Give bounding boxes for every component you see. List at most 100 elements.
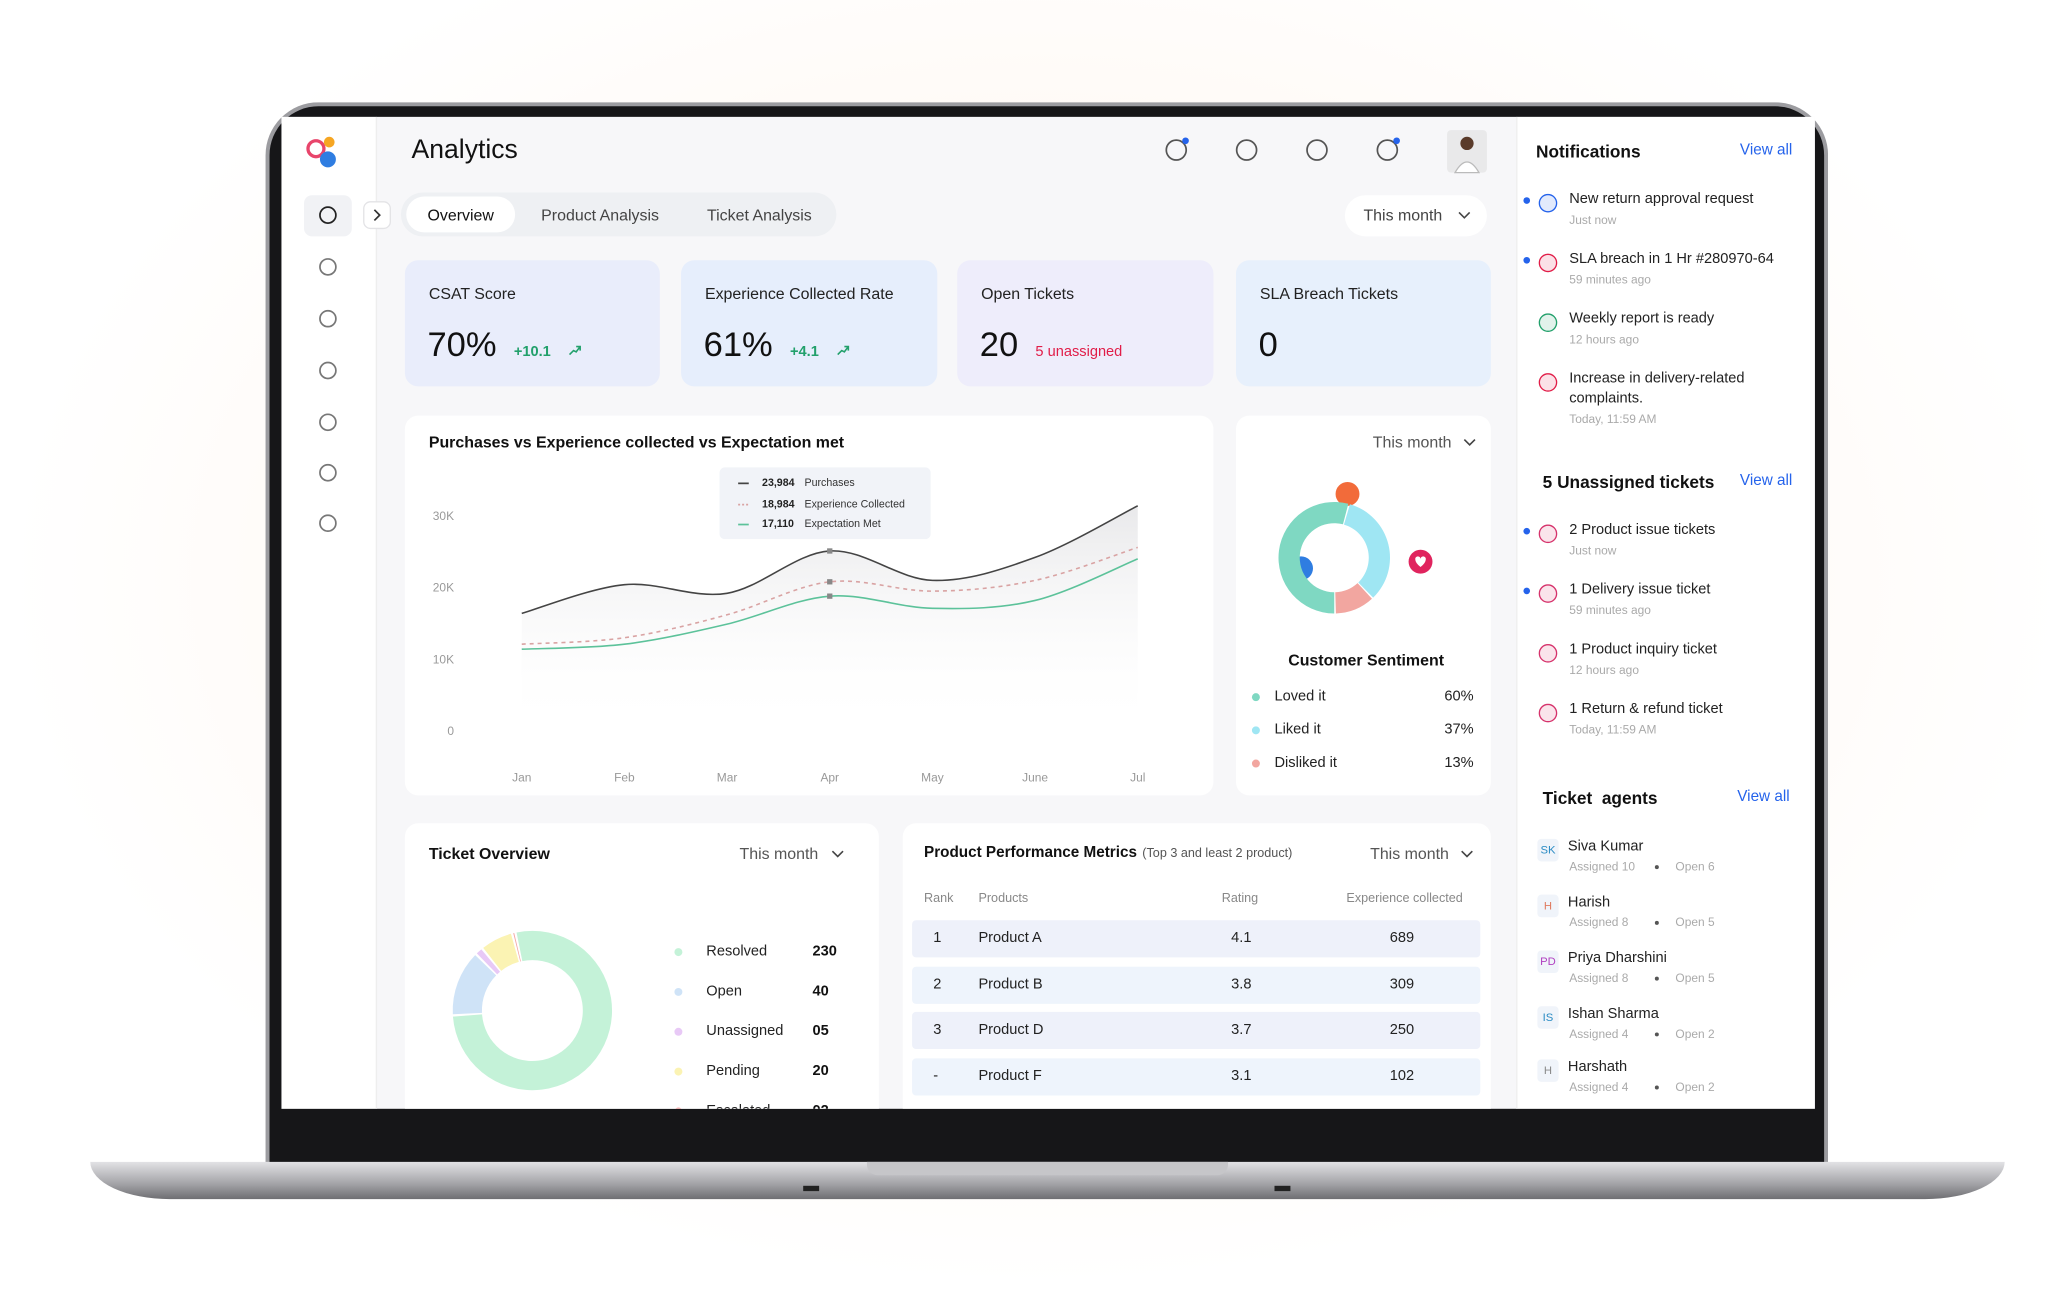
dashboard: Analytics Overview Product Analysis Ticket …: [281, 116, 1815, 1109]
pie-slice: [513, 932, 521, 962]
legend-label: Escalated: [706, 1103, 770, 1108]
item-icon: [1538, 524, 1558, 544]
agent-assigned: Assigned 8: [1569, 915, 1629, 929]
item-time: Today, 11:59 AM: [1569, 412, 1657, 426]
item-icon: [1538, 373, 1558, 392]
y-tick-label: 0: [447, 724, 455, 738]
header-icon[interactable]: [1306, 139, 1328, 161]
avatar[interactable]: [1447, 130, 1487, 173]
chevron: [831, 850, 844, 858]
item-text: SLA breach in 1 Hr #280970-64: [1569, 250, 1774, 267]
table-cell: 102: [1389, 1067, 1415, 1084]
kpi-value: 0: [1258, 324, 1278, 364]
legend-value: 20: [812, 1062, 829, 1079]
expand-button[interactable]: [363, 201, 391, 230]
nav-icon[interactable]: [319, 309, 337, 328]
agent-assigned: Assigned 4: [1569, 1027, 1629, 1041]
nav-icon[interactable]: [319, 361, 337, 380]
laptop-notch: [866, 1161, 1229, 1176]
table-cell: 3: [933, 1021, 942, 1038]
view-all[interactable]: View all: [1737, 789, 1790, 806]
table-cell: 4.1: [1231, 930, 1252, 947]
legend-label: Resolved: [706, 943, 768, 960]
pie-slice: [452, 930, 613, 1091]
separator-dot: [1654, 1032, 1659, 1037]
item-icon: [1538, 193, 1558, 213]
screen: Analytics Overview Product Analysis Ticket …: [281, 116, 1815, 1109]
table-row: [912, 1057, 1481, 1095]
active-tab[interactable]: [406, 196, 516, 233]
tab[interactable]: Product Analysis: [541, 205, 659, 225]
unread-dot: [1523, 527, 1531, 535]
nav-icon[interactable]: [319, 463, 337, 482]
item-text: 1 Product inquiry ticket: [1569, 641, 1717, 658]
tooltip-name: Purchases: [804, 476, 855, 489]
nav-icon[interactable]: [319, 514, 337, 533]
trend-arrow: [836, 345, 849, 356]
agent-assigned: Assigned 10: [1569, 859, 1636, 874]
legend-label: Loved it: [1274, 688, 1326, 705]
unread-dot: [1523, 587, 1531, 595]
table-row: [912, 1011, 1481, 1050]
kpi-value: 61%: [703, 324, 773, 364]
tooltip-value: 23,984: [762, 476, 795, 489]
item-text: 1 Delivery issue ticket: [1569, 581, 1711, 598]
agent-name: Siva Kumar: [1567, 838, 1644, 855]
panel-title: Notifications: [1536, 141, 1641, 162]
agent-name: Ishan Sharma: [1567, 1005, 1659, 1022]
table-cell: 3.7: [1231, 1021, 1252, 1038]
agent-assigned: Assigned 8: [1569, 971, 1629, 985]
nav-icon[interactable]: [319, 413, 337, 432]
chart-title: Customer Sentiment: [1288, 650, 1445, 670]
legend-dot: [674, 1067, 683, 1076]
heart: [1415, 556, 1426, 568]
item-text: 2 Product issue tickets: [1569, 521, 1716, 538]
tab[interactable]: Ticket Analysis: [706, 205, 812, 225]
nav-active[interactable]: [304, 195, 352, 237]
x-tick-label: Feb: [614, 770, 635, 785]
header-icon[interactable]: [1235, 139, 1258, 161]
separator-dot: [1654, 1085, 1659, 1090]
kpi-label: Open Tickets: [981, 284, 1075, 303]
tooltip-value: 17,110: [762, 517, 794, 530]
nav-icon[interactable]: [319, 206, 337, 224]
table-row: [912, 966, 1481, 1004]
kpi-card: [957, 260, 1214, 387]
legend-label: Open: [706, 983, 743, 1000]
header-icon[interactable]: [1165, 139, 1188, 161]
chevron: [1461, 850, 1473, 858]
legend-value: 02: [812, 1103, 828, 1108]
kpi-card: [404, 260, 660, 387]
period-dropdown[interactable]: This month: [1370, 844, 1449, 864]
agent-open: Open 2: [1675, 1080, 1715, 1094]
agent-initials: PD: [1537, 950, 1559, 973]
item-time: Just now: [1569, 213, 1617, 227]
table-cell: Product F: [978, 1067, 1042, 1084]
view-all[interactable]: View all: [1739, 473, 1793, 489]
period-dropdown[interactable]: This month: [1372, 432, 1452, 452]
nav-icon[interactable]: [319, 258, 337, 276]
panel-title: Ticket agents: [1542, 788, 1658, 809]
chevron: [1458, 211, 1471, 219]
agent-name: Harish: [1567, 894, 1611, 911]
x-tick-label: Jan: [512, 770, 532, 785]
legend-dot: [675, 1107, 682, 1109]
kpi-card: [1235, 260, 1491, 387]
kpi-delta: +10.1: [513, 343, 551, 360]
view-all[interactable]: View all: [1739, 142, 1793, 159]
y-tick-label: 30K: [432, 509, 455, 523]
item-icon: [1538, 313, 1558, 332]
legend-label: Liked it: [1274, 721, 1321, 738]
pie-slice: [1335, 583, 1372, 614]
legend-dot: [1251, 759, 1260, 768]
period-dropdown[interactable]: This month: [1363, 205, 1443, 225]
tooltip-name: Experience Collected: [804, 497, 905, 510]
period-dropdown[interactable]: This month: [739, 844, 819, 864]
pie-slice: [483, 933, 519, 971]
kpi-value: 70%: [427, 324, 497, 364]
table-cell: 1: [933, 930, 942, 947]
laptop-foot: [803, 1185, 820, 1192]
tab[interactable]: Overview: [427, 205, 494, 225]
header-icon[interactable]: [1376, 139, 1399, 161]
